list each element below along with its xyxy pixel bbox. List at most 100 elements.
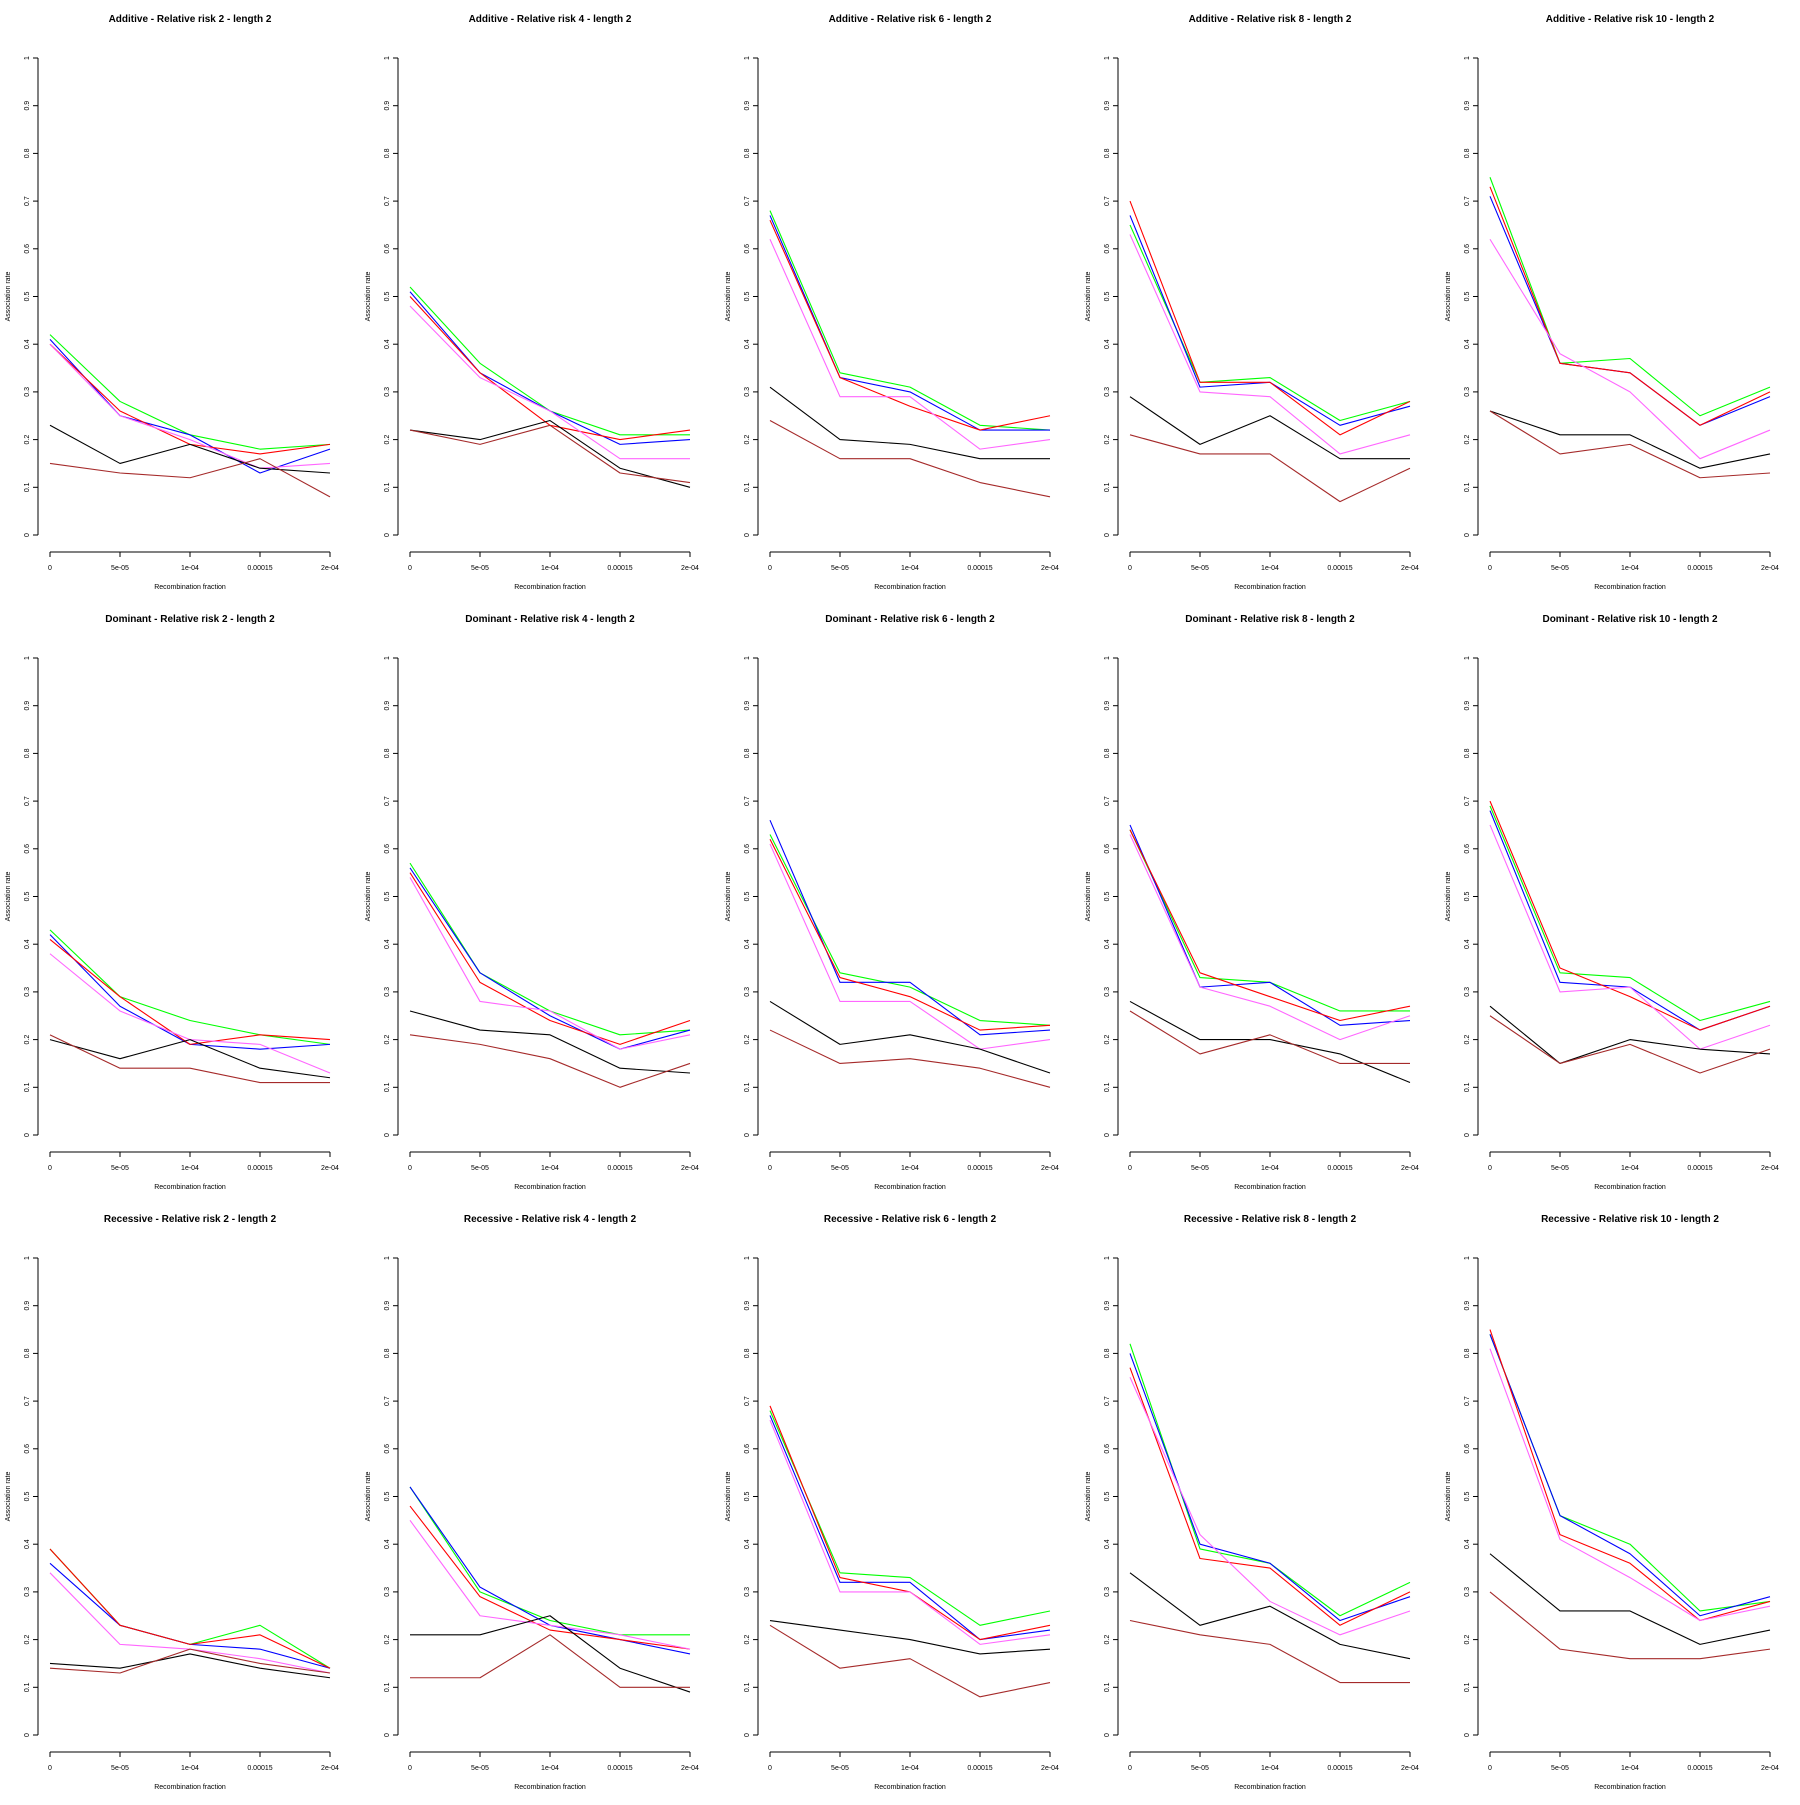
x-tick-label: 0.00015 [967,1165,992,1172]
x-tick-label: 1e-04 [1261,1765,1279,1772]
series-line-black [769,1619,1051,1655]
series-line-green [49,1548,331,1669]
x-axis-label: Recombination fraction [514,1784,586,1791]
series-line-magenta [409,305,690,460]
y-tick-label: 0.6 [1104,844,1111,854]
y-tick-label: 0.3 [1104,1587,1111,1597]
y-tick-label: 0.1 [1104,482,1111,492]
y-axis-label: Association rate [1445,871,1452,921]
series-line-red [49,343,331,455]
chart-panel: Additive - Relative risk 8 - length 2 0 0.… [1080,0,1440,600]
x-axis-label: Recombination fraction [514,584,586,591]
y-tick-label: 0.8 [744,748,751,758]
y-axis-label: Association rate [5,271,12,321]
y-tick-label: 0.1 [1104,1082,1111,1092]
x-tick-label: 5e-05 [1551,565,1569,572]
series-line-brown [1489,410,1771,479]
series-line-magenta [1129,834,1411,1041]
y-tick-label: 0.9 [1464,1301,1471,1311]
x-tick-label: 1e-04 [1621,1765,1639,1772]
y-tick-label: 0.8 [744,148,751,158]
series-line-brown [769,1029,1051,1088]
y-tick-label: 0.2 [24,435,31,445]
x-tick-label: 0.00015 [247,1765,272,1772]
y-axis-label: Association rate [1445,1471,1452,1521]
x-tick-label: 0.00015 [607,1765,632,1772]
chart-title: Additive - Relative risk 6 - length 2 [829,14,992,25]
y-tick-label: 0.4 [384,1539,391,1549]
series-line-brown [49,1034,330,1084]
y-axis-label: Association rate [365,871,372,921]
x-tick-label: 1e-04 [181,565,199,572]
series-line-magenta [1129,1377,1411,1636]
series-line-blue [1129,824,1411,1026]
series-line-black [769,386,1050,460]
y-tick-label: 0.9 [24,1301,31,1311]
x-tick-label: 2e-04 [1401,565,1419,572]
x-tick-label: 1e-04 [181,1165,199,1172]
series-line-red [1489,186,1771,426]
series-line-magenta [49,1572,331,1674]
y-tick-label: 0.2 [744,435,751,445]
x-tick-label: 2e-04 [1761,1765,1779,1772]
y-tick-label: 0.1 [384,1082,391,1092]
x-tick-label: 5e-05 [1191,1765,1209,1772]
x-axis-label: Recombination fraction [1594,584,1666,591]
y-tick-label: 0.3 [744,1587,751,1597]
chart-svg: Recessive - Relative risk 2 - length 2 0 0… [5,1214,339,1791]
chart-svg: Additive - Relative risk 6 - length 2 0 0.… [725,14,1059,591]
chart-title: Dominant - Relative risk 6 - length 2 [825,614,995,625]
chart-svg: Recessive - Relative risk 4 - length 2 0 0… [365,1214,699,1791]
series-line-blue [769,819,1051,1036]
series-line-blue [49,934,331,1050]
x-axis-label: Recombination fraction [154,1784,226,1791]
chart-svg: Additive - Relative risk 4 - length 2 0 0.… [365,14,699,591]
y-tick-label: 0.7 [384,196,391,206]
chart-svg: Recessive - Relative risk 10 - length 2 0… [1445,1214,1779,1791]
series-line-brown [409,1034,691,1088]
x-tick-label: 5e-05 [471,565,489,572]
y-tick-label: 0.4 [1464,1539,1471,1549]
series-line-magenta [409,1520,691,1650]
series-line-magenta [1129,234,1411,455]
series-line-green [1129,829,1410,1012]
y-tick-label: 0 [384,1133,391,1137]
series-line-green [1489,177,1771,417]
y-tick-label: 0.4 [24,939,31,949]
y-tick-label: 0 [744,1733,751,1737]
y-tick-label: 0.8 [384,748,391,758]
series-line-brown [49,458,331,498]
y-tick-label: 0.7 [1104,1396,1111,1406]
y-tick-label: 0.2 [384,1635,391,1645]
x-tick-label: 2e-04 [1041,1765,1059,1772]
x-tick-label: 0.00015 [967,565,992,572]
y-tick-label: 0.5 [24,1492,31,1502]
x-axis-label: Recombination fraction [874,584,946,591]
y-tick-label: 0.1 [384,1682,391,1692]
chart-svg: Dominant - Relative risk 2 - length 2 0 0.… [5,614,339,1191]
y-tick-label: 0.3 [384,1587,391,1597]
y-tick-label: 0.9 [1104,101,1111,111]
y-tick-label: 0.3 [744,987,751,997]
y-tick-label: 0.5 [744,1492,751,1502]
y-tick-label: 0.8 [1464,1348,1471,1358]
x-tick-label: 0 [1488,1165,1492,1172]
x-tick-label: 2e-04 [321,1765,339,1772]
y-tick-label: 0.1 [744,482,751,492]
series-line-green [1489,805,1771,1022]
y-tick-label: 0.5 [1464,892,1471,902]
series-line-red [409,1505,691,1650]
series-line-black [410,1615,691,1693]
series-line-brown [409,424,691,484]
y-tick-label: 0.5 [384,1492,391,1502]
chart-panel: Recessive - Relative risk 2 - length 2 0 0… [0,1200,360,1800]
series-line-red [409,872,691,1045]
y-tick-label: 0.7 [384,1396,391,1406]
series-line-black [409,1010,691,1074]
y-tick-label: 0.8 [1104,1348,1111,1358]
x-tick-label: 0.00015 [1687,565,1712,572]
y-tick-label: 0.8 [384,148,391,158]
chart-panel: Dominant - Relative risk 6 - length 2 0 0.… [720,600,1080,1200]
series-line-magenta [769,843,1051,1050]
series-line-brown [769,420,1051,498]
